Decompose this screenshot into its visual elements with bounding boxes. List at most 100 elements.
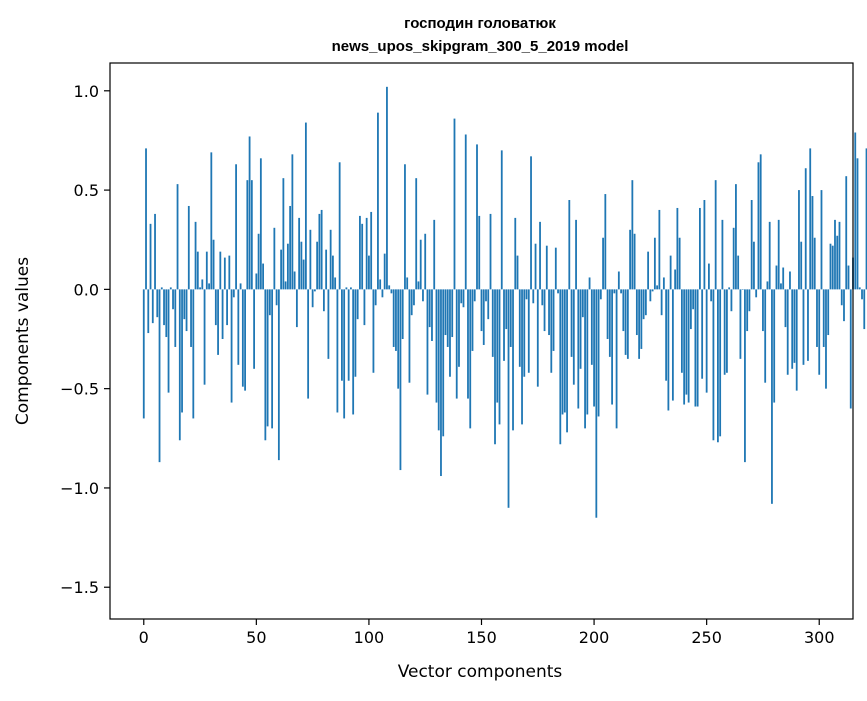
bar <box>223 257 226 290</box>
bar <box>271 289 274 429</box>
bar <box>811 196 814 290</box>
bar <box>669 255 672 290</box>
bar <box>365 217 368 290</box>
bar <box>507 289 510 508</box>
bar <box>309 229 312 290</box>
bar <box>199 287 201 290</box>
x-tick-label: 250 <box>691 628 722 647</box>
bar <box>854 132 857 290</box>
bar <box>793 289 796 363</box>
bar <box>647 251 650 290</box>
bar <box>586 289 589 415</box>
bar <box>478 215 481 290</box>
y-tick-label: 0.5 <box>74 181 99 200</box>
bar <box>660 289 663 316</box>
bar <box>617 271 620 290</box>
bar <box>536 289 539 387</box>
x-tick-label: 0 <box>139 628 149 647</box>
bar <box>455 289 458 399</box>
bar <box>169 287 172 290</box>
bar <box>694 289 697 407</box>
bar <box>244 289 246 391</box>
bar <box>705 289 708 393</box>
bar <box>521 289 523 425</box>
y-tick-label: −1.0 <box>60 479 99 498</box>
bar <box>273 227 276 290</box>
bar <box>363 289 366 326</box>
bar <box>446 289 449 347</box>
bar <box>354 289 357 377</box>
bar <box>194 221 197 290</box>
bar <box>228 255 231 290</box>
bar <box>336 289 339 413</box>
bar <box>568 200 571 290</box>
bar <box>379 279 382 290</box>
bar <box>834 219 836 290</box>
bar <box>685 289 688 395</box>
bar <box>264 289 267 441</box>
bar <box>559 289 562 445</box>
bar <box>313 289 316 292</box>
bar <box>390 289 393 294</box>
bar <box>280 249 283 290</box>
bar <box>773 289 776 403</box>
bar <box>849 289 852 409</box>
bar <box>739 289 742 359</box>
bar <box>345 287 348 290</box>
bar <box>494 289 496 445</box>
chart-subtitle: news_upos_skipgram_300_5_2019 model <box>332 38 629 55</box>
bar <box>410 289 413 316</box>
bar <box>318 213 321 290</box>
bar <box>735 184 737 290</box>
bar <box>550 289 553 373</box>
x-axis-ticks: 0 50 100 150 200 250 300 <box>139 619 835 647</box>
bar <box>509 289 512 347</box>
bar <box>277 289 280 461</box>
x-tick-label: 150 <box>466 628 497 647</box>
bar <box>588 277 591 290</box>
bar <box>246 180 249 290</box>
bar <box>307 289 310 399</box>
bar <box>539 221 541 290</box>
bar <box>667 289 670 411</box>
bar <box>541 289 544 306</box>
bar <box>838 221 841 290</box>
bar <box>404 164 406 290</box>
bar <box>818 289 821 375</box>
bar <box>782 267 785 290</box>
bar <box>433 219 436 290</box>
bar <box>771 289 773 504</box>
bar <box>458 289 460 367</box>
bar <box>370 211 373 290</box>
bar <box>651 289 654 292</box>
bar <box>178 289 181 441</box>
bar <box>327 289 330 359</box>
bar <box>347 289 350 381</box>
bar <box>377 112 379 290</box>
bar <box>723 289 726 375</box>
bar <box>341 289 343 381</box>
bar <box>642 289 645 320</box>
bar <box>325 249 328 290</box>
bar <box>449 289 451 377</box>
bar <box>352 289 355 415</box>
bar <box>644 289 647 316</box>
bar <box>768 221 771 290</box>
y-axis-ticks: 1.0 0.5 0.0 −0.5 −1.0 −1.5 <box>60 82 110 597</box>
bar <box>714 180 717 290</box>
bar <box>235 164 237 290</box>
bar <box>683 289 686 405</box>
bar <box>496 289 499 403</box>
bar <box>431 289 433 341</box>
x-tick-label: 50 <box>246 628 266 647</box>
bar <box>613 289 616 294</box>
bar <box>293 271 296 290</box>
bar <box>689 289 692 330</box>
bar <box>604 194 607 290</box>
bar <box>255 273 258 290</box>
bar <box>374 289 377 306</box>
bar <box>822 289 825 347</box>
bar <box>464 134 467 290</box>
bar <box>383 253 386 290</box>
